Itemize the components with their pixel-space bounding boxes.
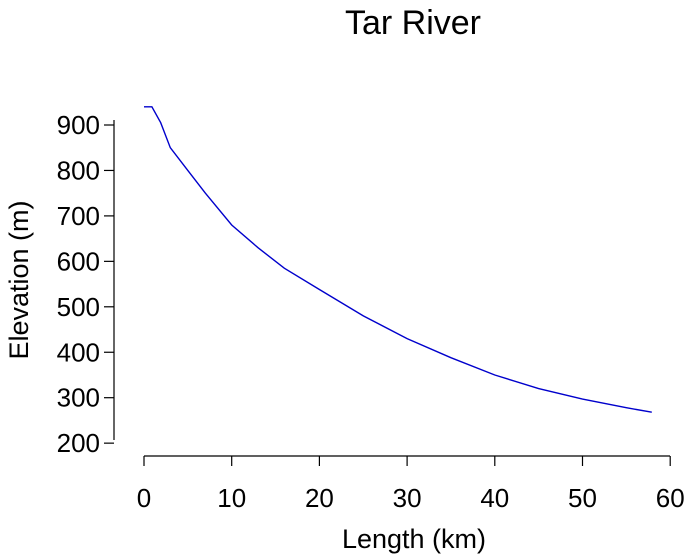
y-tick-label: 800 [57,155,100,185]
y-tick-label: 700 [57,201,100,231]
x-tick-label: 20 [305,483,334,513]
y-tick-label: 400 [57,337,100,367]
x-tick-label: 40 [480,483,509,513]
y-axis: 200 300 400 500 600 700 800 900 [57,110,115,458]
x-tick-label: 60 [656,483,685,513]
x-tick-label: 0 [137,483,151,513]
x-tick-label: 50 [568,483,597,513]
chart-title: Tar River [345,4,481,42]
y-tick-label: 200 [57,428,100,458]
x-tick-label: 30 [393,483,422,513]
x-axis-label: Length (km) [342,524,486,554]
series-layer [144,106,652,413]
y-axis-label: Elevation (m) [4,200,34,359]
y-tick-label: 600 [57,246,100,276]
y-tick-label: 900 [57,110,100,140]
y-tick-label: 500 [57,292,100,322]
y-tick-label: 300 [57,383,100,413]
x-axis: 0 10 20 30 40 50 60 [137,455,685,513]
x-tick-label: 10 [217,483,246,513]
series-line-0 [144,106,652,413]
